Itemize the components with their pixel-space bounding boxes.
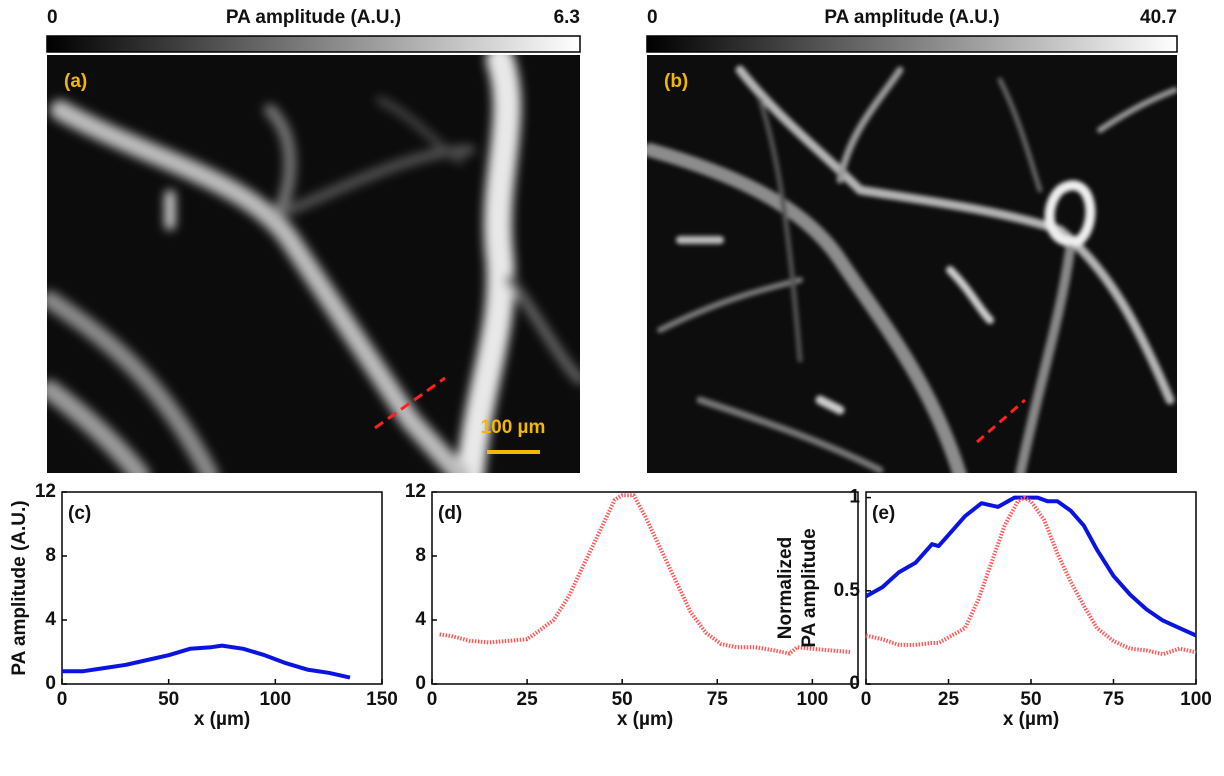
x-tick-label: 25 — [938, 689, 960, 710]
x-tick-label: 100 — [1180, 689, 1212, 710]
colorbar — [46, 35, 581, 53]
y-tick-label: 12 — [35, 481, 56, 502]
y-tick-label: 0 — [849, 673, 860, 694]
image-a — [47, 55, 580, 473]
y-tick-label: 0.5 — [834, 580, 861, 601]
x-tick-label: 100 — [797, 689, 829, 710]
panel-label: (e) — [872, 503, 895, 524]
colorbar — [646, 35, 1178, 53]
x-tick-label: 25 — [517, 689, 539, 710]
cross-section-line — [374, 376, 446, 430]
x-tick-label: 100 — [259, 689, 291, 710]
image-b — [647, 55, 1177, 473]
y-tick-label: 8 — [415, 545, 426, 566]
panel-label: (d) — [438, 503, 462, 524]
colorbar-max-label: 40.7 — [1140, 7, 1177, 28]
x-tick-label: 75 — [707, 689, 729, 710]
y-tick-label: 4 — [45, 609, 56, 630]
colorbar-min-label: 0 — [647, 7, 658, 28]
x-tick-label: 0 — [427, 689, 438, 710]
cross-section-line — [976, 398, 1026, 444]
y-tick-label: 0 — [415, 673, 426, 694]
data-line — [865, 495, 1197, 638]
data-line — [439, 493, 851, 656]
data-line — [62, 643, 351, 680]
y-axis-label: PA amplitude — [799, 528, 820, 647]
panel-label: (a) — [64, 71, 87, 92]
x-tick-label: 50 — [1020, 689, 1041, 710]
y-tick-label: 0 — [45, 673, 56, 694]
plot-frame — [431, 491, 859, 685]
x-tick-label: 150 — [366, 689, 398, 710]
colorbar-title: PA amplitude (A.U.) — [824, 7, 999, 28]
panel-label: (b) — [664, 71, 688, 92]
x-axis-label: x (µm) — [617, 709, 673, 730]
data-line — [865, 495, 1197, 657]
plot-frame — [865, 491, 1197, 685]
plot-frame — [61, 491, 383, 685]
y-tick-label: 12 — [405, 481, 426, 502]
colorbar-title: PA amplitude (A.U.) — [226, 7, 401, 28]
y-axis-label: PA amplitude (A.U.) — [9, 500, 30, 675]
x-tick-label: 0 — [861, 689, 872, 710]
panel-label: (c) — [68, 503, 91, 524]
colorbar-min-label: 0 — [47, 7, 58, 28]
y-tick-label: 1 — [849, 487, 860, 508]
x-tick-label: 50 — [612, 689, 633, 710]
y-tick-label: 8 — [45, 545, 56, 566]
y-axis-label: Normalized — [775, 537, 796, 639]
x-tick-label: 50 — [158, 689, 179, 710]
x-axis-label: x (µm) — [1003, 709, 1059, 730]
x-axis-label: x (µm) — [194, 709, 250, 730]
x-tick-label: 0 — [57, 689, 68, 710]
x-tick-label: 75 — [1103, 689, 1125, 710]
scale-bar-label: 100 µm — [481, 417, 546, 438]
colorbar-max-label: 6.3 — [554, 7, 580, 28]
y-tick-label: 4 — [415, 609, 426, 630]
